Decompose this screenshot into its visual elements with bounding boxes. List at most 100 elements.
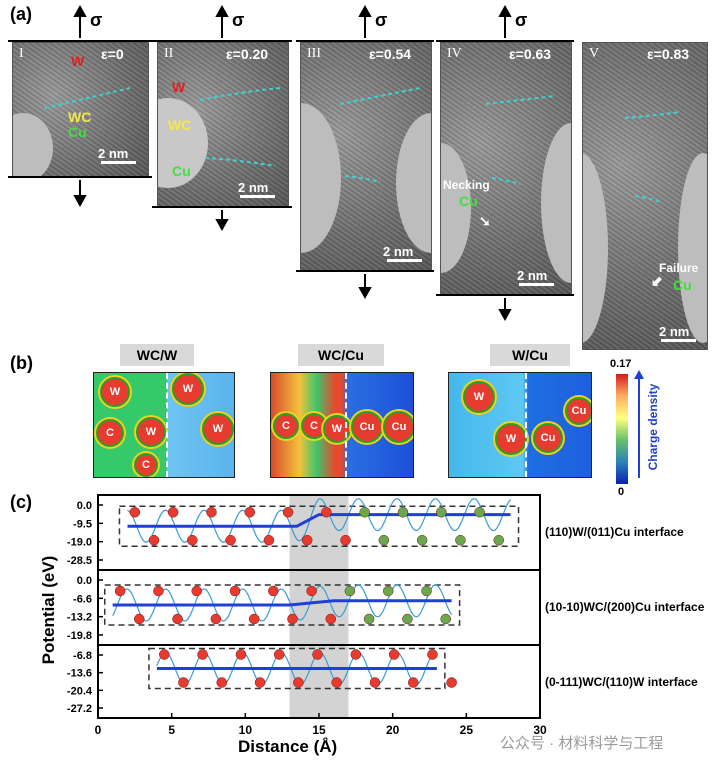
- atom-bottom: [216, 677, 228, 688]
- label-wc: WC: [68, 109, 92, 125]
- panel-b-label: (b): [10, 353, 33, 373]
- frame-roman: II: [164, 46, 174, 61]
- colorbar-arrow-head-icon: [634, 370, 644, 379]
- atom-bottom: [178, 677, 189, 688]
- panel-a-label: (a): [10, 4, 32, 24]
- y-axis-title: Potential (eV): [39, 555, 58, 665]
- sigma-label: σ: [375, 10, 388, 30]
- atom-bottom: [440, 613, 451, 625]
- strain-label: ε=0.63: [509, 46, 552, 62]
- atom-top: [436, 506, 447, 518]
- map-title: WC/W: [120, 344, 194, 366]
- charge-map-w-cu: W W Cu Cu: [448, 372, 592, 478]
- failure-annotation: Failure: [659, 261, 699, 275]
- atom-bottom: [148, 534, 160, 546]
- grip-bottom: [296, 270, 434, 272]
- necking-cu-label: Cu: [459, 193, 478, 209]
- atom-bottom: [248, 613, 260, 625]
- atom-w: W: [463, 381, 495, 413]
- atom-bottom: [331, 677, 342, 688]
- sigma-label: σ: [515, 10, 528, 30]
- atom-w: W: [100, 377, 130, 407]
- atom-top: [235, 649, 247, 660]
- x-tick-label: 10: [239, 723, 253, 737]
- atom-bottom: [408, 677, 419, 688]
- atom-top: [206, 506, 217, 518]
- atom-top: [197, 649, 208, 660]
- atom-bottom: [416, 534, 428, 546]
- atom-top: [388, 649, 400, 660]
- atom-top: [268, 585, 279, 597]
- strain-label: ε=0: [101, 46, 124, 62]
- atom-bottom: [263, 534, 275, 546]
- y-tick-label: -28.5: [67, 555, 92, 567]
- watermark: 公众号 · 材料科学与工程: [500, 735, 664, 752]
- scale-bar: [519, 283, 554, 286]
- atom-cu: Cu: [533, 423, 563, 453]
- tem-frame-2: II ε=0.20 W WC Cu 2 nm: [157, 42, 289, 208]
- y-tick-label: -6.6: [73, 593, 92, 605]
- atom-bottom: [340, 534, 351, 546]
- grip-top: [152, 40, 292, 42]
- colorbar-max: 0.17: [610, 358, 632, 370]
- atom-bottom: [378, 534, 390, 546]
- scale-label: 2 nm: [659, 324, 690, 339]
- atom-top: [421, 585, 432, 597]
- y-tick-label: -6.8: [73, 650, 92, 662]
- atom-w: W: [136, 417, 166, 447]
- frame-roman: III: [307, 46, 321, 61]
- y-tick-label: 0.0: [77, 575, 92, 587]
- atom-bottom: [134, 613, 145, 625]
- atom-bottom: [172, 613, 183, 625]
- atom-bottom: [455, 534, 466, 546]
- atom-top: [312, 649, 323, 660]
- atom-top: [306, 585, 317, 597]
- atom-top: [273, 649, 285, 660]
- atom-top: [350, 649, 362, 660]
- atom-bottom: [210, 613, 222, 625]
- atom-top: [191, 585, 202, 597]
- interface-label-1: (110)W/(011)Cu interface: [545, 525, 684, 539]
- charge-map-wc-cu: C C W Cu Cu: [270, 372, 414, 478]
- scale-label: 2 nm: [383, 244, 414, 259]
- frame-roman: V: [589, 46, 600, 61]
- atom-bottom: [287, 613, 298, 625]
- colorbar-min: 0: [618, 486, 625, 498]
- atom-top: [159, 649, 170, 660]
- y-tick-label: -13.2: [67, 612, 92, 624]
- interface-line: [166, 373, 168, 477]
- scale-bar: [101, 161, 136, 164]
- atom-c: C: [273, 413, 299, 439]
- atom-c: C: [301, 413, 327, 439]
- scale-label: 2 nm: [238, 180, 269, 195]
- colorbar-arrow-icon: [638, 378, 640, 478]
- atom-cu: Cu: [383, 411, 413, 443]
- atom-top: [114, 585, 126, 597]
- atom-bottom: [363, 613, 375, 625]
- interface-label-3: (0-111)WC/(110)W interface: [545, 675, 698, 689]
- x-tick-label: 25: [460, 723, 474, 737]
- atom-bottom: [369, 677, 381, 688]
- grip-bottom: [8, 176, 152, 178]
- x-tick-label: 0: [95, 723, 102, 737]
- label-w: W: [172, 79, 186, 95]
- atom-w: W: [172, 373, 204, 405]
- failure-cu-label: Cu: [673, 277, 692, 293]
- atom-box: [148, 647, 446, 690]
- grip-bottom: [152, 206, 292, 208]
- potential-oscillation: [127, 498, 511, 543]
- interface-label-2: (10-10)WC/(200)Cu interface: [545, 600, 705, 614]
- atom-cu: Cu: [565, 397, 591, 425]
- sigma-label: σ: [90, 10, 103, 30]
- atom-cu: Cu: [351, 411, 383, 443]
- grip-bottom: [436, 294, 574, 296]
- atom-top: [359, 506, 370, 518]
- atom-top: [474, 506, 485, 518]
- atom-bottom: [293, 677, 304, 688]
- tem-frame-3: III ε=0.54 2 nm: [300, 42, 432, 272]
- map-title: W/Cu: [490, 344, 570, 366]
- sigma-label: σ: [232, 10, 245, 30]
- charge-density-colorbar: [616, 374, 628, 484]
- tem-frame-5: V ε=0.83 Failure Cu ⬋ 2 nm: [582, 42, 708, 350]
- label-cu: Cu: [68, 124, 87, 140]
